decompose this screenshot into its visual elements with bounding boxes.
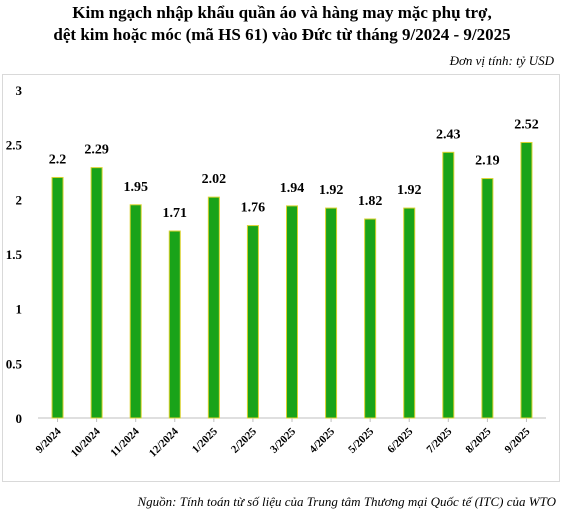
bar [168, 230, 181, 419]
source-note: Nguồn: Tính toán từ số liệu của Trung tâ… [137, 494, 556, 509]
x-tick-label: 1/2025 [190, 425, 220, 455]
y-tick-label: 1 [16, 302, 23, 317]
x-tick-label: 3/2025 [268, 425, 298, 455]
data-label: 2.19 [475, 154, 500, 169]
data-label: 1.94 [280, 181, 305, 196]
y-tick-label: 0.5 [6, 356, 23, 371]
data-label: 2.29 [84, 143, 109, 158]
bar [364, 218, 377, 419]
y-tick-label: 1.5 [6, 247, 23, 262]
bar [90, 167, 103, 419]
data-label: 1.92 [319, 183, 344, 198]
data-label: 1.92 [397, 183, 422, 198]
chart-frame [2, 74, 560, 482]
x-tick-label: 8/2025 [463, 425, 493, 455]
data-label: 2.52 [514, 117, 539, 132]
data-label: 2.43 [436, 127, 461, 142]
chart-title: Kim ngạch nhập khẩu quần áo và hàng may … [0, 2, 564, 46]
x-tick-label: 7/2025 [424, 425, 454, 455]
chart-title-line-2: dệt kim hoặc móc (mã HS 61) vào Đức từ t… [53, 25, 511, 44]
data-label: 1.95 [123, 180, 148, 195]
bar [246, 225, 259, 419]
bar [481, 178, 494, 419]
x-tick-label: 6/2025 [385, 425, 415, 455]
bar [129, 204, 142, 419]
data-label: 1.76 [241, 201, 266, 216]
x-tick-label: 9/2025 [502, 425, 532, 455]
y-tick-label: 2 [16, 192, 23, 207]
y-tick-label: 3 [16, 83, 23, 98]
x-tick-label: 2/2025 [229, 425, 259, 455]
bar [442, 151, 455, 419]
x-tick-label: 5/2025 [346, 425, 376, 455]
x-tick-label: 10/2024 [69, 425, 103, 459]
x-tick-label: 4/2025 [307, 425, 337, 455]
bar [51, 176, 64, 419]
data-label: 1.71 [163, 206, 188, 221]
chart-title-line-1: Kim ngạch nhập khẩu quần áo và hàng may … [72, 3, 492, 22]
x-tick-label: 12/2024 [147, 425, 181, 459]
bar [325, 207, 338, 419]
bar [403, 207, 416, 419]
x-tick-label: 9/2024 [34, 425, 64, 455]
y-tick-label: 2.5 [6, 138, 23, 153]
bar [520, 141, 533, 419]
bar [207, 196, 220, 419]
bar [286, 205, 298, 419]
y-tick-label: 0 [16, 411, 23, 426]
bar-chart: 0 0.5 1 1.5 2 2.5 3 2.2 9/2024 2.29 10/2024 1.95 11/… [6, 83, 546, 460]
unit-label: Đơn vị tính: tỷ USD [449, 53, 554, 68]
data-label: 2.02 [202, 172, 227, 187]
data-label: 1.82 [358, 194, 383, 209]
data-label: 2.2 [49, 152, 67, 167]
x-tick-label: 11/2024 [108, 425, 142, 459]
